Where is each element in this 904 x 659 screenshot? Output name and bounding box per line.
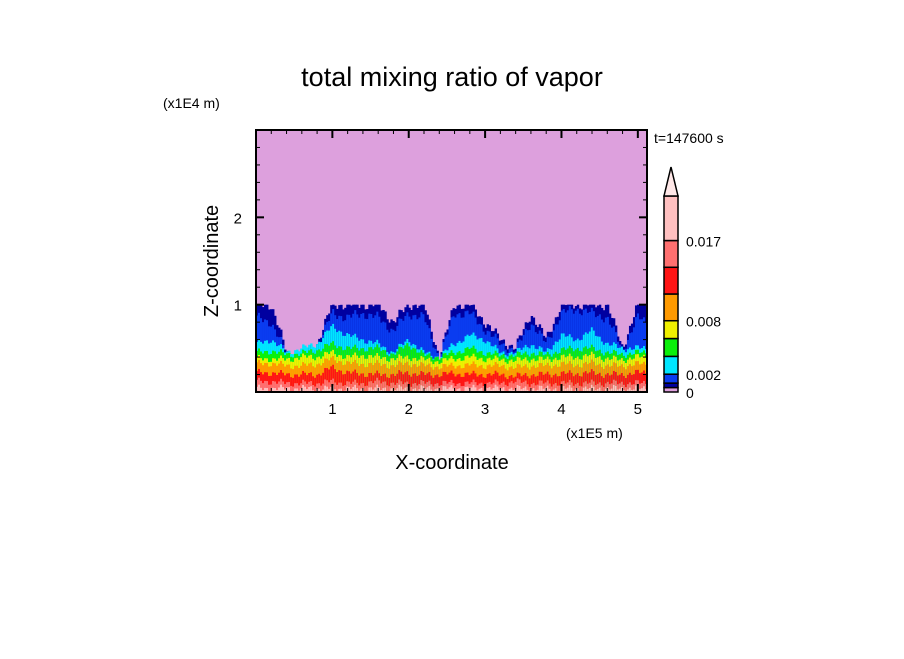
- colorbar-extend-triangle: [664, 167, 678, 196]
- x-tick-label: 3: [481, 401, 489, 418]
- colorbar-bin-0.004: [664, 339, 678, 357]
- chart-title: total mixing ratio of vapor: [301, 62, 603, 92]
- colorbar-label: 0.017: [686, 234, 721, 250]
- y-tick-labels: 12: [234, 210, 242, 314]
- x-tick-label: 1: [328, 401, 336, 418]
- colorbar-bin-0.017: [664, 196, 678, 241]
- colorbar-bin-0.006: [664, 321, 678, 339]
- colorbar-labels: 0 0.002 0.008 0.017: [686, 234, 721, 401]
- x-axis-label: X-coordinate: [395, 452, 508, 474]
- colorbar-label: 0.002: [686, 367, 721, 383]
- y-axis-label: Z-coordinate: [201, 205, 223, 317]
- colorbar-bin-0.011: [664, 267, 678, 294]
- x-tick-label: 5: [634, 401, 642, 418]
- colorbar-bin-0.008: [664, 294, 678, 321]
- colorbar-bin-0.001: [664, 374, 678, 383]
- x-tick-labels: 1 2 3 4 5: [328, 401, 642, 418]
- colorbar-bin-0.002: [664, 356, 678, 374]
- time-label: t=147600 s: [654, 130, 724, 146]
- y-unit-label: (x1E4 m): [163, 95, 220, 111]
- colorbar-bin-0.014: [664, 241, 678, 268]
- y-tick-label: 1: [234, 298, 242, 315]
- x-tick-label: 4: [557, 401, 565, 418]
- colorbar: [664, 167, 678, 392]
- colorbar-label: 0: [686, 385, 694, 401]
- colorbar-label: 0.008: [686, 314, 721, 330]
- contour-field: [256, 130, 647, 392]
- x-tick-label: 2: [405, 401, 413, 418]
- y-tick-label: 2: [234, 210, 242, 227]
- x-unit-label: (x1E5 m): [566, 425, 623, 441]
